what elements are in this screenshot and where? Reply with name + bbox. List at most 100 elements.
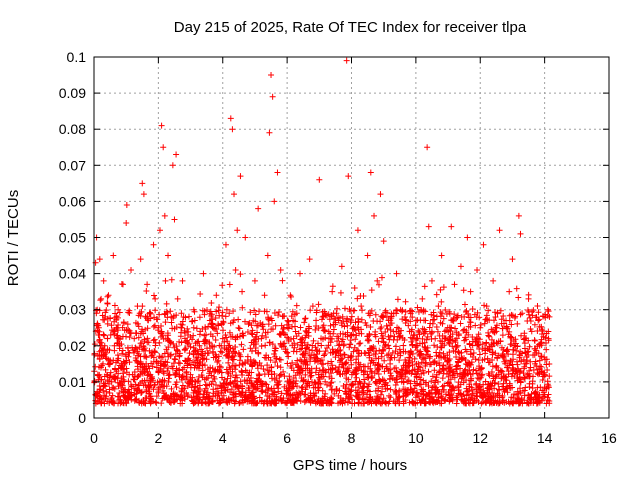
background-point [348, 382, 355, 389]
background-point [229, 333, 236, 340]
background-point [352, 336, 359, 343]
background-point [378, 353, 385, 360]
background-point [348, 313, 355, 320]
data-point [242, 234, 249, 241]
background-point [150, 337, 157, 344]
background-point [482, 378, 489, 385]
background-point [400, 393, 407, 400]
background-point [188, 318, 195, 325]
background-point [151, 336, 158, 343]
data-point [139, 180, 146, 187]
background-point [350, 348, 357, 355]
background-point [529, 312, 536, 319]
background-point [409, 389, 416, 396]
background-point [302, 371, 309, 378]
background-point [235, 324, 242, 331]
background-point [424, 348, 431, 355]
background-point [177, 400, 184, 407]
background-point [341, 352, 348, 359]
background-point [318, 342, 325, 349]
background-point [284, 360, 291, 367]
background-point [260, 326, 267, 333]
data-point [269, 93, 276, 100]
background-point [492, 350, 499, 357]
data-point [128, 266, 135, 273]
background-point [365, 310, 372, 317]
background-point [139, 326, 146, 333]
background-point [455, 384, 462, 391]
background-point [106, 389, 113, 396]
data-point [424, 144, 431, 151]
data-point [232, 266, 239, 273]
background-point [147, 400, 154, 407]
background-point [239, 304, 246, 311]
background-point [292, 372, 299, 379]
background-point [152, 342, 159, 349]
background-point [294, 341, 301, 348]
data-point [364, 252, 371, 259]
background-point [284, 334, 291, 341]
background-point [199, 374, 206, 381]
background-point [134, 352, 141, 359]
background-point [344, 322, 351, 329]
background-point [255, 350, 262, 357]
background-point [473, 335, 480, 342]
background-point [315, 301, 322, 308]
background-point [368, 375, 375, 382]
background-point [120, 319, 127, 326]
data-point [274, 169, 281, 176]
background-point [437, 309, 444, 316]
background-point [269, 341, 276, 348]
data-point [499, 353, 506, 360]
background-point [400, 342, 407, 349]
background-point [355, 347, 362, 354]
background-point [356, 379, 363, 386]
background-point [134, 348, 141, 355]
background-point [531, 351, 538, 358]
data-point [161, 212, 168, 219]
background-point [144, 335, 151, 342]
background-point [384, 352, 391, 359]
background-point [375, 370, 382, 377]
background-point [392, 387, 399, 394]
background-point [327, 383, 334, 390]
data-point [150, 241, 157, 248]
background-point [248, 330, 255, 337]
background-point [373, 347, 380, 354]
background-point [232, 398, 239, 405]
background-point [438, 344, 445, 351]
background-point [522, 384, 529, 391]
background-point [543, 346, 550, 353]
background-point [475, 386, 482, 393]
background-point [263, 334, 270, 341]
background-point [357, 340, 364, 347]
background-point [228, 386, 235, 393]
x-tick-label: 6 [283, 430, 291, 446]
background-point [182, 345, 189, 352]
background-point [184, 356, 191, 363]
background-point [188, 377, 195, 384]
background-point [518, 358, 525, 365]
background-point [304, 341, 311, 348]
background-point [317, 357, 324, 364]
background-point [500, 380, 507, 387]
background-point [436, 368, 443, 375]
background-point [422, 344, 429, 351]
background-point [272, 322, 279, 329]
background-point [291, 323, 298, 330]
y-tick-labels: 0 0.01 0.02 0.03 0.04 0.05 0.06 0.07 0.08 0.09 0.1 [59, 49, 86, 426]
background-point [130, 385, 137, 392]
background-point [258, 343, 265, 350]
background-point [381, 368, 388, 375]
background-point [378, 313, 385, 320]
background-point [164, 367, 171, 374]
background-point [152, 398, 159, 405]
background-point [536, 363, 543, 370]
background-point [537, 384, 544, 391]
background-point [443, 370, 450, 377]
background-point [215, 321, 222, 328]
background-point [346, 344, 353, 351]
background-point [214, 330, 221, 337]
background-point [486, 333, 493, 340]
background-point [388, 320, 395, 327]
